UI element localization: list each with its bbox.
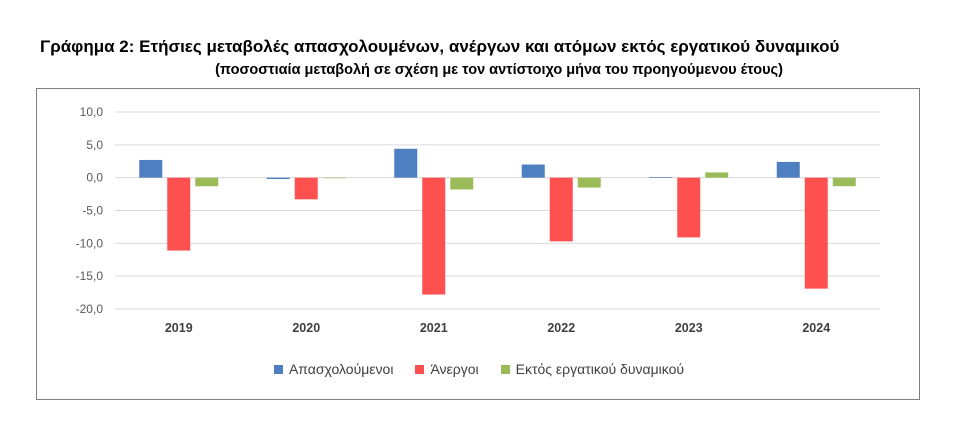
y-tick-label: -15,0 [76,269,104,283]
bar-Άνεργοι-2020 [294,177,318,200]
bar-Εκτός εργατικού δυναμικού-2023 [705,172,729,178]
y-tick-label: 5,0 [86,138,103,152]
x-tick-label: 2023 [675,321,703,335]
y-tick-label: -10,0 [76,236,104,250]
bar-Εκτός εργατικού δυναμικού-2024 [832,177,856,187]
bar-Απασχολούμενοι-2024 [776,161,800,178]
bar-Εκτός εργατικού δυναμικού-2021 [450,177,474,190]
x-tick-label: 2021 [420,321,448,335]
x-tick-label: 2024 [802,321,830,335]
x-tick-label: 2022 [547,321,575,335]
bar-Εκτός εργατικού δυναμικού-2020 [322,177,346,179]
y-tick-label: 10,0 [80,105,104,119]
bar-Άνεργοι-2024 [804,177,828,289]
legend-swatch-unemployed [415,364,425,374]
legend-item-employed: Απασχολούμενοι [273,361,394,377]
chart-frame [36,88,920,400]
legend-item-unemployed: Άνεργοι [415,361,479,377]
chart-subtitle: (ποσοστιαία μεταβολή σε σχέση με τον αντ… [215,62,783,78]
x-tick-label: 2020 [292,321,320,335]
y-tick-label: -5,0 [82,204,103,218]
bar-Άνεργοι-2022 [549,177,573,242]
y-tick-label: -20,0 [76,302,104,316]
legend-item-inactive: Εκτός εργατικού δυναμικού [500,361,685,377]
bar-Άνεργοι-2021 [422,177,446,295]
legend-label-inactive: Εκτός εργατικού δυναμικού [515,361,685,377]
legend-swatch-inactive [500,364,510,374]
bar-Εκτός εργατικού δυναμικού-2022 [577,177,601,188]
bar-Άνεργοι-2023 [677,177,701,238]
bar-Απασχολούμενοι-2020 [266,177,290,179]
bar-Απασχολούμενοι-2019 [139,159,163,178]
chart-legend: Απασχολούμενοι Άνεργοι Εκτός εργατικού δ… [0,361,958,377]
bar-Απασχολούμενοι-2021 [394,148,418,178]
chart-title: Γράφημα 2: Ετήσιες μεταβολές απασχολουμέ… [40,37,840,56]
legend-swatch-employed [273,364,283,374]
bar-Απασχολούμενοι-2023 [649,177,673,178]
legend-label-employed: Απασχολούμενοι [288,361,394,377]
bar-Άνεργοι-2019 [167,177,191,251]
bar-Εκτός εργατικού δυναμικού-2019 [195,177,219,187]
y-tick-label: 0,0 [86,171,103,185]
legend-label-unemployed: Άνεργοι [430,361,479,377]
bar-Απασχολούμενοι-2022 [521,164,545,178]
x-tick-label: 2019 [165,321,193,335]
